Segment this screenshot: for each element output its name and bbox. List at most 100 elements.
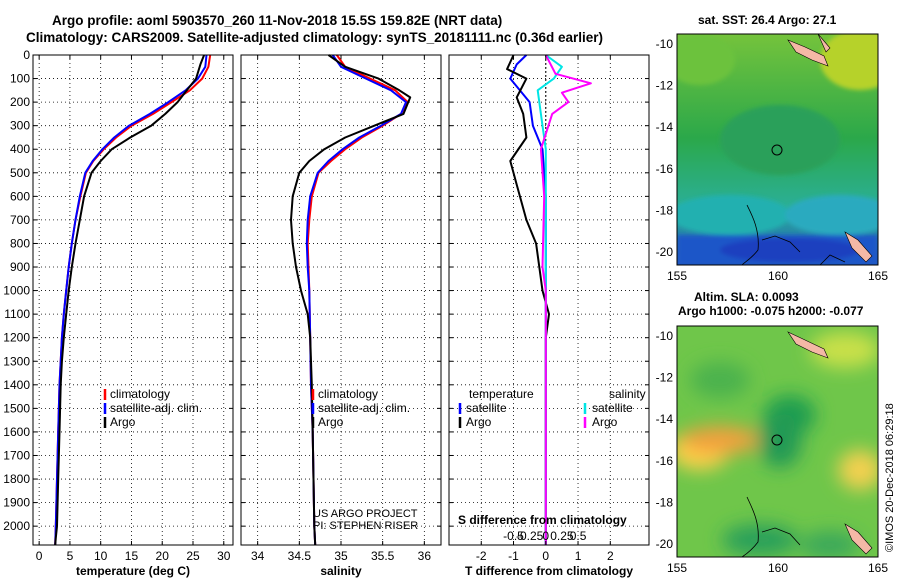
y-tick-label: 1900 [3, 496, 30, 510]
series-t-satellite [509, 54, 547, 545]
y-tick-label: 1000 [3, 284, 30, 298]
sst-lat-label: -10 [656, 37, 674, 51]
y-tick-label: 1700 [3, 448, 30, 462]
legend-label: satellite-adj. clim. [110, 401, 202, 415]
panel-salinity: 34 34.5 35 35.5 36 salinity climatologysatelli… [240, 54, 442, 578]
series-satellite-adj-clim- [54, 54, 208, 546]
sst-lat-label: -18 [656, 203, 674, 217]
x-tick-label: 36 [418, 549, 432, 563]
header-subtitle: Climatology: CARS2009. Satellite-adjuste… [26, 30, 603, 45]
project-credit: US ARGO PROJECT [313, 508, 418, 520]
y-tick-label: 600 [10, 189, 30, 203]
x-tick-label: 0 [542, 549, 549, 563]
sla-lon-label: 165 [868, 561, 888, 575]
sla-lat-label: -16 [656, 454, 674, 468]
s-tick-label: -0.25 [516, 529, 544, 543]
x-tick-label: 2 [607, 549, 614, 563]
panel-temperature: 0 5 10 15 20 25 30 temperature (deg C) 0 100 200 30… [3, 48, 234, 578]
x-axis-label: salinity [320, 564, 362, 578]
series-s-argo [539, 54, 592, 545]
island-shape [787, 39, 829, 67]
x-tick-label: 0 [36, 549, 43, 563]
x-tick-label: 35.5 [371, 549, 395, 563]
legend-label: satellite [592, 401, 633, 415]
legend-label: Argo [592, 415, 618, 429]
plot-frame [448, 54, 650, 546]
argo-float-marker-sla [771, 434, 783, 446]
sst-lat-label: -20 [656, 245, 674, 259]
imos-timestamp: ©IMOS 20-Dec-2018 06:29:18 [884, 403, 896, 552]
y-tick-label: 1400 [3, 378, 30, 392]
x-axis-label: temperature (deg C) [76, 564, 190, 578]
s-axis-label: S difference from climatology [458, 513, 627, 527]
legend-label: Argo [110, 415, 136, 429]
x-tick-label: -2 [476, 549, 487, 563]
sla-map-title: Altim. SLA: 0.0093 [694, 290, 799, 304]
s-tick-label: 0 [542, 529, 549, 543]
sla-map: Altim. SLA: 0.0093 Argo h1000: -0.075 h2… [676, 290, 879, 558]
sst-lat-label: -14 [656, 120, 674, 134]
sst-map: sat. SST: 26.4 Argo: 27.1 [676, 13, 879, 266]
legend-label: climatology [318, 387, 378, 401]
y-tick-label: 2000 [3, 519, 30, 533]
y-tick-label: 1100 [4, 307, 30, 321]
header-title: Argo profile: aoml 5903570_260 11-Nov-20… [52, 13, 502, 28]
sla-lat-label: -14 [656, 412, 674, 426]
sla-lon-label: 160 [768, 561, 788, 575]
sst-lon-label: 155 [667, 269, 687, 283]
x-tick-label: -1 [508, 549, 519, 563]
sla-lat-label: -12 [656, 371, 674, 385]
x-tick-label: 20 [156, 549, 170, 563]
s-tick-label: -0.5 [503, 529, 524, 543]
sst-lon-label: 165 [868, 269, 888, 283]
argo-float-marker [771, 144, 783, 156]
x-tick-label: 15 [125, 549, 139, 563]
legend-label: satellite-adj. clim. [318, 401, 410, 415]
x-tick-label: 1 [575, 549, 582, 563]
plot-frame [32, 54, 234, 546]
legend-label: satellite [466, 401, 507, 415]
y-tick-label: 700 [10, 213, 30, 227]
y-tick-label: 400 [10, 142, 30, 156]
y-tick-label: 500 [10, 166, 30, 180]
y-tick-label: 100 [10, 72, 30, 86]
sla-lon-label: 155 [667, 561, 687, 575]
legend-label: Argo [466, 415, 492, 429]
y-tick-label: 800 [10, 236, 30, 250]
x-tick-label: 25 [186, 549, 200, 563]
sla-lat-label: -10 [656, 329, 674, 343]
x-tick-label: 35 [334, 549, 348, 563]
x-tick-label: 34.5 [288, 549, 312, 563]
y-tick-label: 200 [10, 95, 30, 109]
x-tick-label: 30 [217, 549, 231, 563]
series-climatology [54, 54, 212, 546]
legend-title-salinity: salinity [609, 387, 646, 401]
sst-map-title: sat. SST: 26.4 Argo: 27.1 [698, 13, 837, 27]
y-tick-label: 1800 [3, 472, 30, 486]
series-s-satellite [536, 54, 563, 545]
sla-lat-label: -20 [656, 537, 674, 551]
pi-credit: PI: STEPHEN RISER [313, 520, 418, 532]
sla-lat-label: -18 [656, 495, 674, 509]
sst-lat-label: -12 [656, 79, 674, 93]
y-tick-label: 1600 [3, 425, 30, 439]
panel-difference: -2 -1 0 1 2T difference from climatology temp… [448, 54, 650, 578]
sst-lat-label: -16 [656, 162, 674, 176]
x-tick-label: 5 [67, 549, 74, 563]
s-tick-label: 0.25 [550, 529, 574, 543]
series-climatology [306, 54, 409, 546]
x-axis-label: T difference from climatology [465, 564, 633, 578]
x-tick-label: 10 [94, 549, 108, 563]
series-argo [290, 54, 412, 546]
series-argo [54, 54, 206, 546]
y-tick-label: 1300 [3, 354, 30, 368]
y-tick-label: 1500 [3, 401, 30, 415]
legend-label: Argo [318, 415, 344, 429]
series-satellite-adj-clim- [305, 54, 407, 546]
y-tick-label: 1200 [3, 331, 30, 345]
legend-title-temperature: temperature [469, 387, 534, 401]
y-tick-label: 900 [10, 260, 30, 274]
y-tick-label: 0 [23, 48, 30, 62]
x-tick-label: 34 [251, 549, 265, 563]
